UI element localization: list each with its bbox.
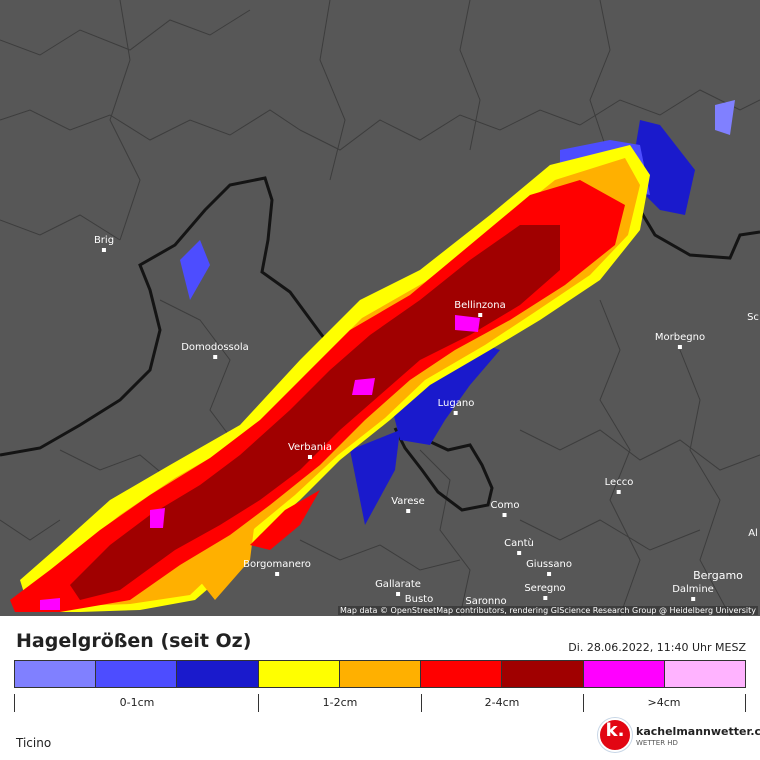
city-label: Busto [404,594,434,605]
map-attribution[interactable]: Map data © OpenStreetMap contributors, r… [338,606,758,615]
brand-mark: k. [605,720,625,741]
city-label: Verbania [288,442,332,459]
range-label: 2-4cm [484,696,520,709]
city-label: Dalmine [672,584,714,601]
hail-1-2cm-area [195,520,255,600]
legend-panel: Hagelgrößen (seit Oz) Di. 28.06.2022, 11… [0,616,760,760]
brand-name: kachelmannwetter.com [636,725,760,738]
hail-gt4cm-area [40,598,60,610]
hail-0-1cm-area [180,240,210,300]
legend-title: Hagelgrößen (seit Oz) [16,630,252,652]
city-label: Como [491,500,519,517]
city-label: Bergamo [693,569,743,582]
scale-tick [14,694,15,712]
city-marker [677,345,682,349]
city-label: Seregno [524,583,566,600]
district-borders [0,0,760,616]
color-swatch [15,661,97,687]
region-label: Ticino [16,736,52,750]
city-marker [478,313,482,317]
color-swatch [177,661,259,687]
city-marker [453,411,458,415]
color-scale-bar [14,660,746,688]
range-label: 0-1cm [119,696,155,709]
city-label: Domodossola [181,342,249,359]
city-label: Gallarate [375,579,421,596]
city-marker [308,455,312,459]
city-marker [503,513,507,517]
city-label: Borgomanero [243,559,311,576]
city-label: Sc [747,312,759,323]
hail-0-1cm-area [715,100,735,135]
city-marker [101,248,106,252]
range-label: 1-2cm [322,696,358,709]
city-label: Bellinzona [454,300,506,317]
city-label: Lugano [438,398,474,415]
scale-tick [258,694,259,712]
hail-gt4cm-area [352,378,375,395]
city-marker [213,355,217,359]
city-label: Brig [94,235,114,252]
map-canvas [0,0,760,616]
city-marker [691,597,695,601]
hail-swath [10,100,735,612]
city-label: Cantù [504,538,534,555]
scale-tick [745,694,746,712]
hail-2-4cm-area [70,225,560,600]
color-swatch [96,661,178,687]
city-marker [542,596,547,600]
city-label: Varese [391,496,425,513]
hail-map[interactable]: Brig Domodossola Bellinzona Morbegno Lug… [0,0,760,616]
brand-logo-icon [598,718,632,752]
city-marker [405,509,410,513]
city-label: Al [748,528,758,539]
city-label: Lecco [605,477,633,494]
color-swatch [421,661,503,687]
city-marker [275,572,279,576]
color-swatch [502,661,584,687]
hail-2-4cm-area [250,490,320,550]
color-swatch [339,661,422,687]
city-label: Saronno [465,596,507,607]
city-marker [616,490,621,494]
color-swatch [583,661,665,687]
city-label: Morbegno [655,332,705,349]
scale-tick [421,694,422,712]
scale-tick [583,694,584,712]
brand-logo[interactable]: k. kachelmannwetter.com WETTER HD [598,716,760,752]
timestamp: Di. 28.06.2022, 11:40 Uhr MESZ [568,641,746,654]
hail-gt4cm-area [150,508,165,528]
range-label: >4cm [647,696,681,709]
hail-0-1cm-area [350,430,400,525]
color-swatch [258,661,340,687]
hail-gt4cm-area [455,315,480,332]
city-marker [547,572,551,576]
city-marker [396,592,400,596]
color-swatch [664,661,745,687]
city-label: Giussano [526,559,572,576]
brand-subtitle: WETTER HD [636,739,678,747]
city-marker [517,551,521,555]
national-border [0,176,494,512]
